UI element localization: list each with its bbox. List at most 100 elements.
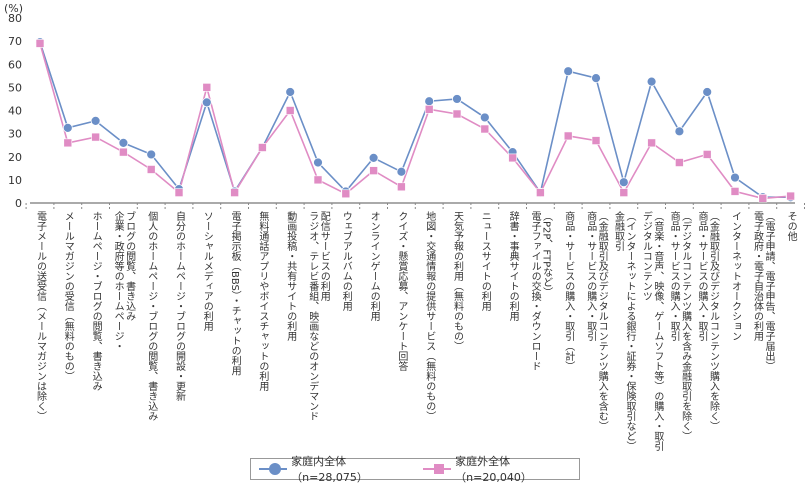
data-point-series-2 <box>230 188 239 197</box>
x-category-label: （電子申請、電子申告、電子届出） <box>763 211 775 371</box>
x-category-label: 配信サービスの利用 <box>318 211 330 302</box>
legend-label-series-1: 家庭内全体（n=28,075） <box>291 455 368 484</box>
legend-item-series-1: 家庭内全体（n=28,075） <box>259 453 407 485</box>
data-point-series-2 <box>452 109 462 119</box>
x-category-label: 天気予報の利用（無料のもの） <box>452 211 464 351</box>
series-line-1 <box>39 42 791 198</box>
y-tick-label: 40 <box>8 105 22 118</box>
x-category-label: （デジタルコンテンツ購入を含み金融取引を除く） <box>680 211 692 441</box>
data-point-series-2 <box>35 39 45 48</box>
data-point-series-2 <box>313 175 323 185</box>
data-point-series-1 <box>730 172 740 183</box>
data-point-series-1 <box>591 73 601 84</box>
data-point-series-2 <box>258 143 267 152</box>
series-lines <box>39 42 791 200</box>
x-category-label: ラジオ、テレビ番組、映画などのオンデマンド <box>307 211 319 421</box>
legend-square-marker <box>434 464 444 474</box>
x-category-label: 辞書・事典サイトの利用 <box>507 210 519 322</box>
data-point-series-2 <box>786 191 795 201</box>
data-point-series-2 <box>730 187 740 196</box>
data-point-series-2 <box>591 136 601 145</box>
data-point-series-2 <box>174 188 184 197</box>
data-point-series-2 <box>63 138 73 148</box>
data-point-series-1 <box>618 177 629 188</box>
x-category-label: ブログの閲覧、書き込み <box>124 210 136 321</box>
legend-swatch-series-1 <box>259 463 288 475</box>
data-point-series-1 <box>396 166 407 177</box>
y-tick-label: 60 <box>8 58 22 71</box>
x-category-label: 電子政府・電子自治体の利用 <box>752 211 764 342</box>
x-category-label: 電子ファイルの交換・ダウンロード <box>529 211 541 371</box>
x-category-label: その他 <box>785 211 797 242</box>
data-point-series-1 <box>62 122 73 133</box>
data-point-series-2 <box>508 153 517 163</box>
series-line-2 <box>39 43 791 200</box>
x-category-label: 自分のホームページ・ブログの開設・更新 <box>174 210 186 402</box>
data-point-series-1 <box>674 126 685 137</box>
data-point-series-2 <box>202 83 212 92</box>
y-tick-label: 10 <box>8 174 22 187</box>
x-category-label: ウェブアルバムの利用 <box>340 211 352 312</box>
x-category-label: デジタルコンテンツ <box>640 210 652 301</box>
x-category-label: 商品・サービスの購入・取引 <box>696 210 708 342</box>
data-point-series-2 <box>536 188 545 197</box>
x-category-label: オンラインゲームの利用 <box>368 211 380 322</box>
data-point-series-1 <box>118 137 129 148</box>
data-point-series-1 <box>285 87 296 97</box>
data-point-series-2 <box>285 106 295 115</box>
x-category-label: 電子掲示板（BBS）・チャットの利用 <box>229 211 241 377</box>
chart-axes: (%) 0 10 20 30 40 50 60 70 80 <box>4 2 805 210</box>
data-point-series-1 <box>313 157 323 168</box>
x-category-label: 商品・サービスの購入・取引（計） <box>563 210 575 371</box>
x-category-label: クイズ・懸賞応募、アンケート回答 <box>396 211 408 372</box>
data-point-series-2 <box>146 165 156 174</box>
data-point-series-2 <box>424 105 434 114</box>
x-category-label: ホームページ・ブログの閲覧、書き込み <box>90 211 102 391</box>
data-point-series-2 <box>619 188 629 197</box>
x-category-label: 動画投稿・共有サイトの利用 <box>285 210 297 342</box>
y-unit-label: (%) <box>4 2 23 15</box>
data-point-series-1 <box>146 149 157 160</box>
x-axis-labels: 電子メールの送受信（メールマガジンは除く） メールマガジンの受信（無料のもの） ホー… <box>35 210 798 452</box>
x-category-label: ニュースサイトの利用 <box>479 211 491 312</box>
x-category-label: 無料通話アプリやボイスチャットの利用 <box>257 210 269 392</box>
data-point-series-1 <box>90 116 101 126</box>
data-point-series-2 <box>119 147 128 157</box>
data-point-series-2 <box>480 124 490 134</box>
legend-swatch-series-2 <box>423 463 452 475</box>
x-category-label: インターネットオークション <box>730 211 742 341</box>
x-category-label: 企業・政府等のホームページ・ <box>112 210 124 351</box>
legend-item-series-2: 家庭外全体（n=20,040） <box>423 453 571 485</box>
data-point-series-1 <box>201 97 212 108</box>
data-point-series-1 <box>702 87 713 97</box>
data-point-series-1 <box>563 66 574 77</box>
x-category-label: （音楽・音声、映像、ゲームソフト等）の購入・取引 <box>652 211 664 452</box>
x-category-label: 地図・交通情報の提供サービス（無料のもの） <box>424 210 436 421</box>
data-point-series-2 <box>91 132 100 142</box>
y-tick-label: 0 <box>15 197 22 210</box>
x-category-label: （金融取引及びデジタルコンテンツ購入を含む） <box>596 211 608 431</box>
x-category-label: 商品・サービスの購入・取引 <box>668 210 680 342</box>
data-point-series-2 <box>702 150 712 159</box>
data-point-series-2 <box>675 158 684 167</box>
legend-label-series-2: 家庭外全体（n=20,040） <box>455 455 532 484</box>
data-point-series-2 <box>758 194 768 203</box>
data-point-series-1 <box>424 96 435 107</box>
x-category-label: 個人のホームページ・ブログの閲覧、書き込み <box>146 210 158 421</box>
data-point-series-2 <box>563 131 573 141</box>
data-point-series-1 <box>479 112 490 123</box>
legend: 家庭内全体（n=28,075） 家庭外全体（n=20,040） <box>250 455 580 484</box>
x-category-label: 金融取引 <box>613 210 625 252</box>
y-tick-label: 30 <box>8 128 22 141</box>
y-tick-label: 50 <box>8 81 22 94</box>
x-category-label: 商品・サービスの購入・取引 <box>585 210 597 342</box>
data-point-series-1 <box>646 76 657 87</box>
x-category-label: 電子メールの送受信（メールマガジンは除く） <box>35 211 47 421</box>
x-category-label: （インターネットによる銀行・証券・保険取引など） <box>624 211 636 451</box>
legend-circle-marker <box>269 463 281 475</box>
data-point-series-1 <box>452 94 462 104</box>
series-markers <box>35 37 796 203</box>
data-point-series-2 <box>369 166 378 175</box>
data-point-series-2 <box>647 138 656 148</box>
